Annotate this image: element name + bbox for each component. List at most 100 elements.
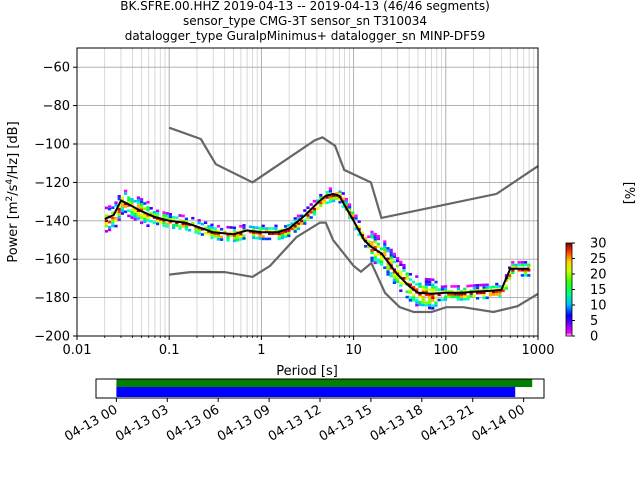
psd-cell [389, 261, 393, 265]
psd-cell [421, 285, 425, 289]
psd-cell [450, 290, 454, 293]
psd-cell [162, 213, 166, 217]
psd-cell [524, 261, 528, 264]
psd-cell [136, 204, 140, 207]
psd-cell [120, 207, 124, 210]
psd-cell [399, 260, 403, 264]
time-tick-label: 04-13 21 [419, 402, 477, 444]
psd-cell [143, 202, 147, 205]
psd-cell [517, 263, 521, 267]
psd-cell [479, 289, 483, 292]
psd-cell [162, 221, 166, 225]
psd-cell [130, 198, 134, 201]
psd-cell [399, 271, 403, 274]
psd-cell [124, 189, 128, 193]
psd-cell [482, 291, 486, 294]
psd-cell [136, 206, 140, 210]
psd-cell [344, 200, 348, 204]
psd-cell [175, 221, 179, 225]
psd-cell [392, 278, 396, 282]
psd-cell [434, 280, 438, 284]
psd-cell [357, 225, 361, 229]
psd-cell [453, 295, 457, 299]
time-tick-label: 04-13 15 [317, 402, 375, 444]
psd-cell [140, 198, 144, 201]
psd-cell [440, 285, 444, 289]
psd-cell [450, 295, 454, 299]
psd-cell [146, 201, 150, 204]
psd-cell [472, 284, 476, 287]
psd-cell [296, 224, 300, 228]
psd-cell [453, 292, 457, 296]
psd-cell [133, 218, 137, 221]
psd-cell [405, 272, 409, 275]
psd-cell [376, 245, 380, 248]
colorbar-tick-label: 10 [590, 299, 607, 314]
psd-cell [386, 265, 390, 268]
psd-cell [188, 228, 192, 232]
psd-cell [140, 205, 144, 209]
psd-cell [456, 292, 460, 296]
psd-cell [338, 190, 342, 194]
psd-cell [421, 288, 425, 291]
psd-cell [287, 224, 291, 227]
psd-cell [133, 210, 137, 213]
psd-cell [232, 236, 236, 240]
psd-cell [460, 298, 464, 301]
psd-cell [447, 295, 451, 299]
colorbar-tick-label: 5 [590, 314, 598, 329]
psd-cell [492, 293, 496, 296]
psd-cell [108, 228, 112, 232]
psd-cell [514, 266, 518, 269]
psd-cell [367, 235, 371, 238]
psd-cell [408, 288, 412, 292]
psd-cell [376, 258, 380, 261]
psd-cell [367, 245, 371, 249]
psd-cell [335, 192, 339, 195]
psd-cell [357, 233, 361, 236]
psd-cell [380, 260, 384, 264]
psd-cell [431, 288, 435, 292]
psd-cell [335, 197, 339, 200]
psd-cell [242, 224, 246, 227]
psd-cell [485, 286, 489, 289]
psd-cell [511, 266, 515, 269]
psd-cell [172, 223, 176, 227]
psd-cell [405, 295, 409, 299]
psd-cell [239, 232, 243, 236]
psd-cell [165, 217, 169, 220]
psd-cell [351, 214, 355, 217]
psd-cell [383, 245, 387, 249]
psd-cell [456, 290, 460, 293]
psd-cell [117, 210, 121, 214]
psd-cell [178, 224, 182, 228]
psd-cell [284, 225, 288, 228]
psd-cell [396, 259, 400, 263]
psd-cell [370, 243, 374, 247]
psd-cell [389, 253, 393, 257]
psd-cell [367, 240, 371, 244]
psd-cell [165, 225, 169, 228]
psd-cell [226, 225, 230, 229]
psd-cell [514, 263, 518, 267]
psd-cell [277, 235, 281, 238]
psd-cell [255, 226, 259, 229]
psd-cell [127, 199, 131, 202]
psd-cell [207, 225, 211, 228]
psd-cell [309, 203, 313, 206]
psd-cell [351, 211, 355, 215]
psd-cell [520, 261, 524, 264]
psd-cell [191, 222, 195, 225]
psd-cell [482, 286, 486, 289]
psd-cell [527, 266, 531, 269]
psd-cell [216, 230, 220, 233]
psd-cell [274, 224, 278, 228]
psd-cell [168, 220, 172, 224]
psd-cell [293, 225, 297, 228]
psd-cell [418, 300, 422, 304]
psd-cell [431, 296, 435, 300]
y-axis-ticks: −200 −180 −160 −140 −120 −100 −80 −60 [34, 61, 77, 345]
psd-cell [396, 257, 400, 260]
